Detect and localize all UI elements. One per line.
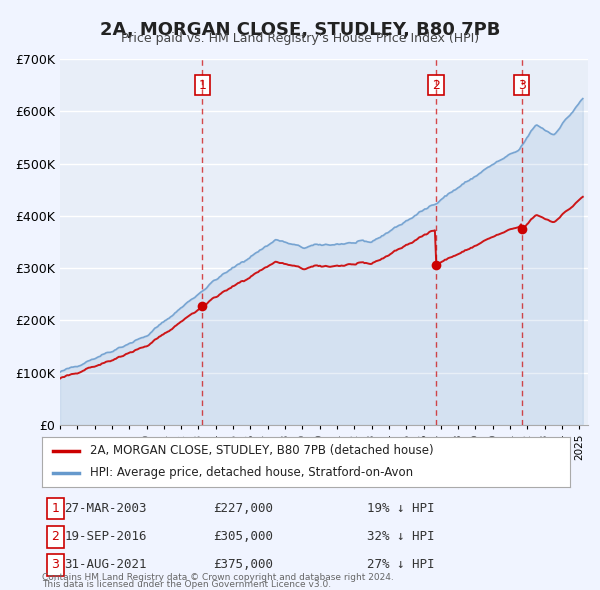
Text: 2A, MORGAN CLOSE, STUDLEY, B80 7PB (detached house): 2A, MORGAN CLOSE, STUDLEY, B80 7PB (deta… xyxy=(89,444,433,457)
Text: 2: 2 xyxy=(51,530,59,543)
Text: 19% ↓ HPI: 19% ↓ HPI xyxy=(367,502,435,515)
Text: 2A, MORGAN CLOSE, STUDLEY, B80 7PB: 2A, MORGAN CLOSE, STUDLEY, B80 7PB xyxy=(100,21,500,39)
Text: £375,000: £375,000 xyxy=(212,559,272,572)
Text: This data is licensed under the Open Government Licence v3.0.: This data is licensed under the Open Gov… xyxy=(42,580,331,589)
Text: 32% ↓ HPI: 32% ↓ HPI xyxy=(367,530,435,543)
Text: 27% ↓ HPI: 27% ↓ HPI xyxy=(367,559,435,572)
Text: 2: 2 xyxy=(432,78,440,91)
Text: 19-SEP-2016: 19-SEP-2016 xyxy=(64,530,146,543)
Text: 3: 3 xyxy=(51,559,59,572)
Text: £227,000: £227,000 xyxy=(212,502,272,515)
Text: 31-AUG-2021: 31-AUG-2021 xyxy=(64,559,146,572)
Text: 3: 3 xyxy=(518,78,526,91)
Text: HPI: Average price, detached house, Stratford-on-Avon: HPI: Average price, detached house, Stra… xyxy=(89,466,413,479)
Text: Contains HM Land Registry data © Crown copyright and database right 2024.: Contains HM Land Registry data © Crown c… xyxy=(42,573,394,582)
Text: Price paid vs. HM Land Registry's House Price Index (HPI): Price paid vs. HM Land Registry's House … xyxy=(121,32,479,45)
Text: 27-MAR-2003: 27-MAR-2003 xyxy=(64,502,146,515)
Text: £305,000: £305,000 xyxy=(212,530,272,543)
Text: 1: 1 xyxy=(51,502,59,515)
Text: 1: 1 xyxy=(199,78,206,91)
